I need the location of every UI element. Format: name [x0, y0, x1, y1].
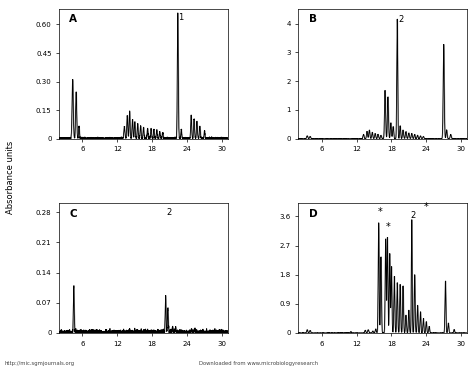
Text: 1: 1 [178, 13, 183, 22]
Text: D: D [309, 209, 317, 219]
Text: Downloaded from www.microbiologyresearch: Downloaded from www.microbiologyresearch [199, 361, 318, 366]
Text: *: * [424, 202, 428, 212]
Text: http://mic.sgmjournals.org: http://mic.sgmjournals.org [5, 361, 75, 366]
Text: 2: 2 [410, 211, 416, 220]
Text: *: * [377, 207, 382, 217]
Text: 2: 2 [167, 208, 172, 217]
Text: Absorbance units: Absorbance units [6, 141, 15, 214]
Text: C: C [69, 209, 77, 219]
Text: 2: 2 [398, 15, 403, 24]
Text: B: B [309, 14, 317, 24]
Text: A: A [69, 14, 77, 24]
Text: *: * [386, 222, 391, 232]
